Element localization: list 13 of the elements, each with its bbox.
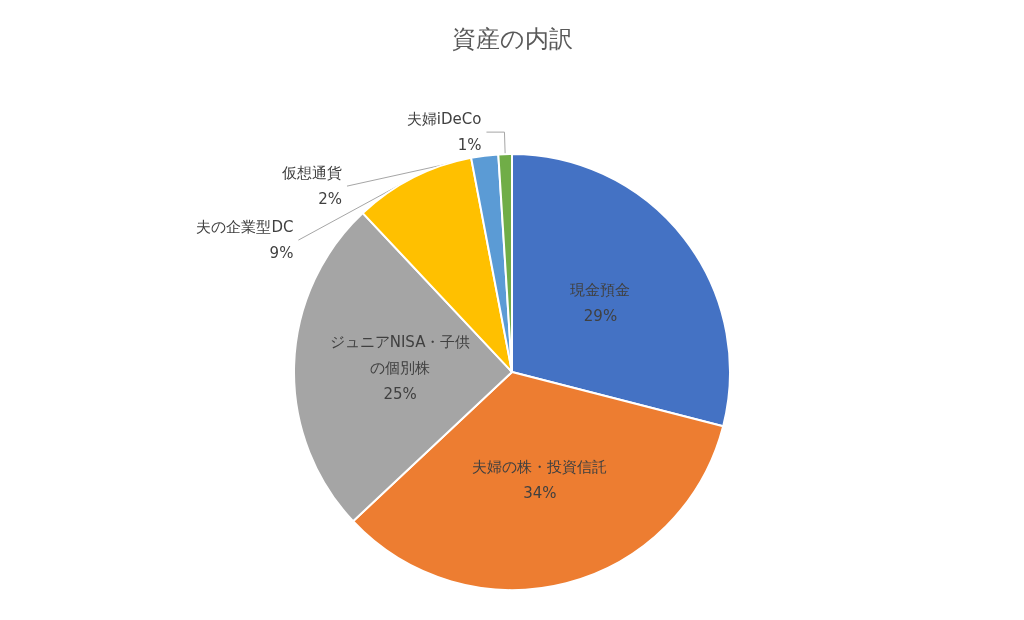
data-label: 2%: [318, 190, 342, 209]
slice-label: ジュニアNISA・子供の個別株: [329, 333, 471, 378]
slice-label: 現金預金: [570, 281, 631, 300]
chart-title: 資産の内訳: [451, 25, 573, 53]
data-label: 25%: [383, 385, 417, 404]
slice-label: 夫婦iDeCo: [406, 110, 482, 129]
data-label: 34%: [523, 484, 557, 503]
data-label: 1%: [457, 136, 482, 155]
slice-label: 仮想通貨: [280, 164, 342, 183]
slice-label: 夫の企業型DC: [196, 218, 294, 237]
data-label: 9%: [269, 244, 294, 263]
data-label: 29%: [583, 307, 618, 326]
slice-label: 夫婦の株・投資信託: [472, 458, 608, 477]
